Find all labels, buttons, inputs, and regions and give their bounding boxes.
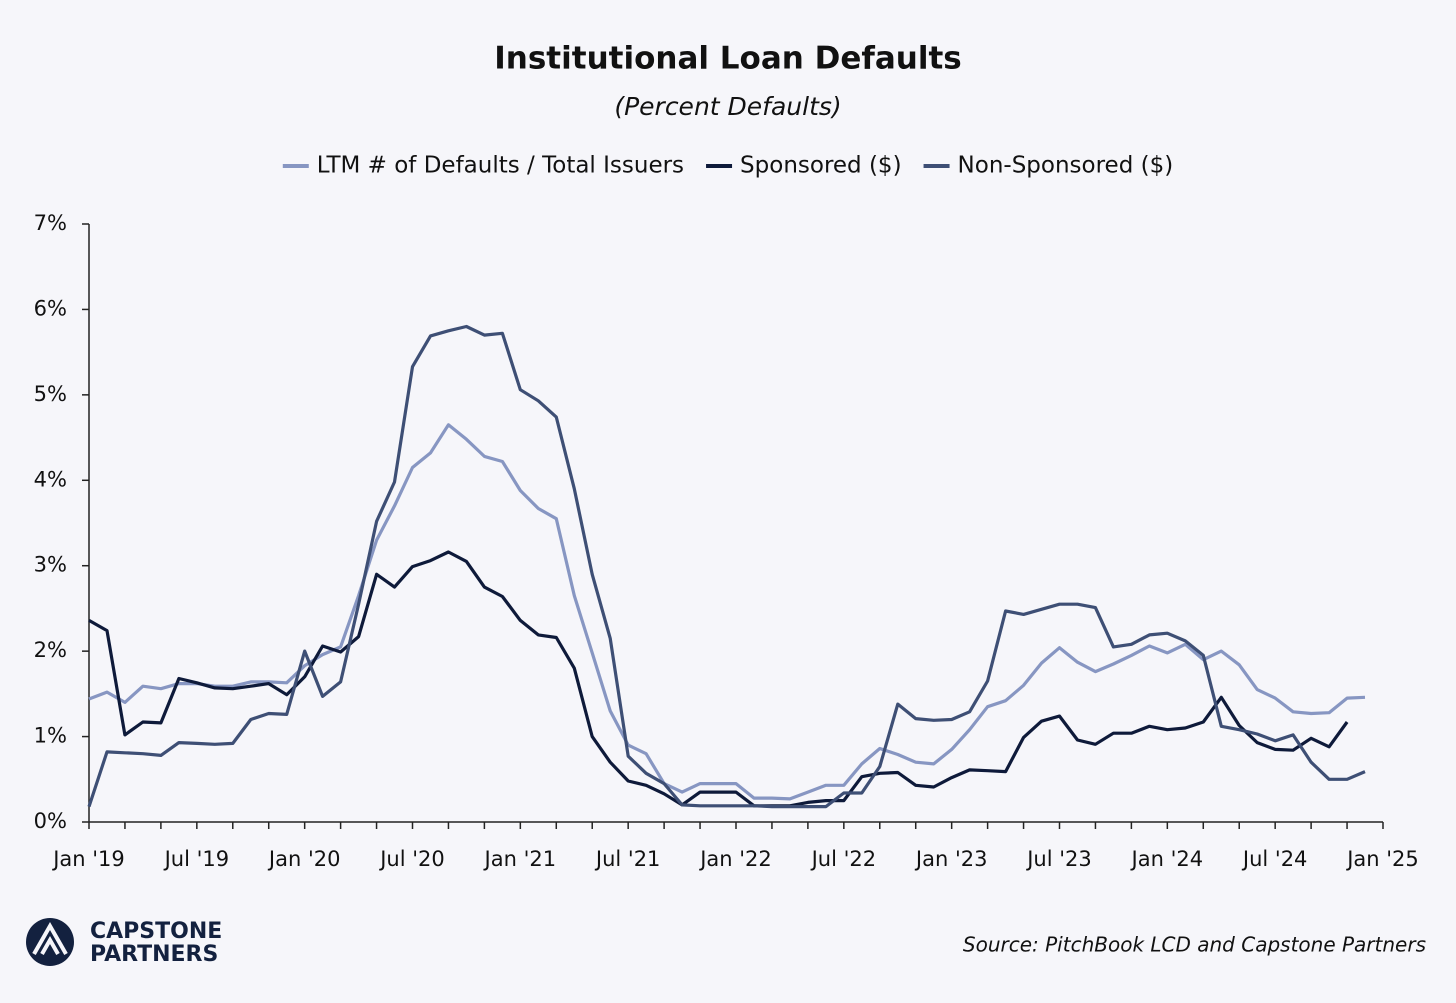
x-tick-label: Jul '23 bbox=[1025, 847, 1092, 871]
series-line bbox=[88, 550, 1349, 808]
y-tick-label: 0% bbox=[34, 809, 67, 833]
brand-text: PARTNERS bbox=[90, 942, 218, 967]
x-tick-label: Jan '24 bbox=[1130, 847, 1204, 871]
brand-text: CAPSTONE bbox=[90, 919, 222, 944]
x-tick-label: Jul '21 bbox=[594, 847, 661, 871]
chart-title: Institutional Loan Defaults bbox=[494, 41, 962, 77]
legend-label: Sponsored ($) bbox=[740, 153, 902, 179]
y-tick-label: 5% bbox=[34, 382, 67, 406]
x-tick-label: Jan '21 bbox=[483, 847, 557, 871]
y-tick-label: 7% bbox=[34, 211, 67, 235]
x-tick-label: Jul '22 bbox=[810, 847, 877, 871]
source-note: Source: PitchBook LCD and Capstone Partn… bbox=[963, 933, 1426, 957]
logo-glyph bbox=[32, 921, 68, 955]
x-tick-label: Jan '25 bbox=[1345, 847, 1419, 871]
y-tick-label: 4% bbox=[34, 467, 67, 491]
chart-subtitle: (Percent Defaults) bbox=[614, 92, 841, 121]
legend-label: LTM # of Defaults / Total Issuers bbox=[317, 153, 684, 179]
x-tick-label: Jan '22 bbox=[698, 847, 772, 871]
x-tick-label: Jan '20 bbox=[267, 847, 341, 871]
x-tick-label: Jan '23 bbox=[914, 847, 988, 871]
series-line bbox=[87, 324, 1366, 809]
y-tick-label: 1% bbox=[34, 724, 67, 748]
y-tick-label: 6% bbox=[34, 296, 67, 320]
x-tick-label: Jul '19 bbox=[163, 847, 230, 871]
x-tick-label: Jul '20 bbox=[378, 847, 445, 871]
x-tick-label: Jan '19 bbox=[51, 847, 125, 871]
series-line bbox=[88, 423, 1366, 801]
x-tick-label: Jul '24 bbox=[1241, 847, 1308, 871]
y-tick-label: 3% bbox=[34, 553, 67, 577]
legend-label: Non-Sponsored ($) bbox=[958, 153, 1174, 179]
logo: CAPSTONE PARTNERS bbox=[26, 918, 222, 967]
y-tick-label: 2% bbox=[34, 638, 67, 662]
legend: LTM # of Defaults / Total Issuers Sponsor… bbox=[282, 153, 1174, 179]
